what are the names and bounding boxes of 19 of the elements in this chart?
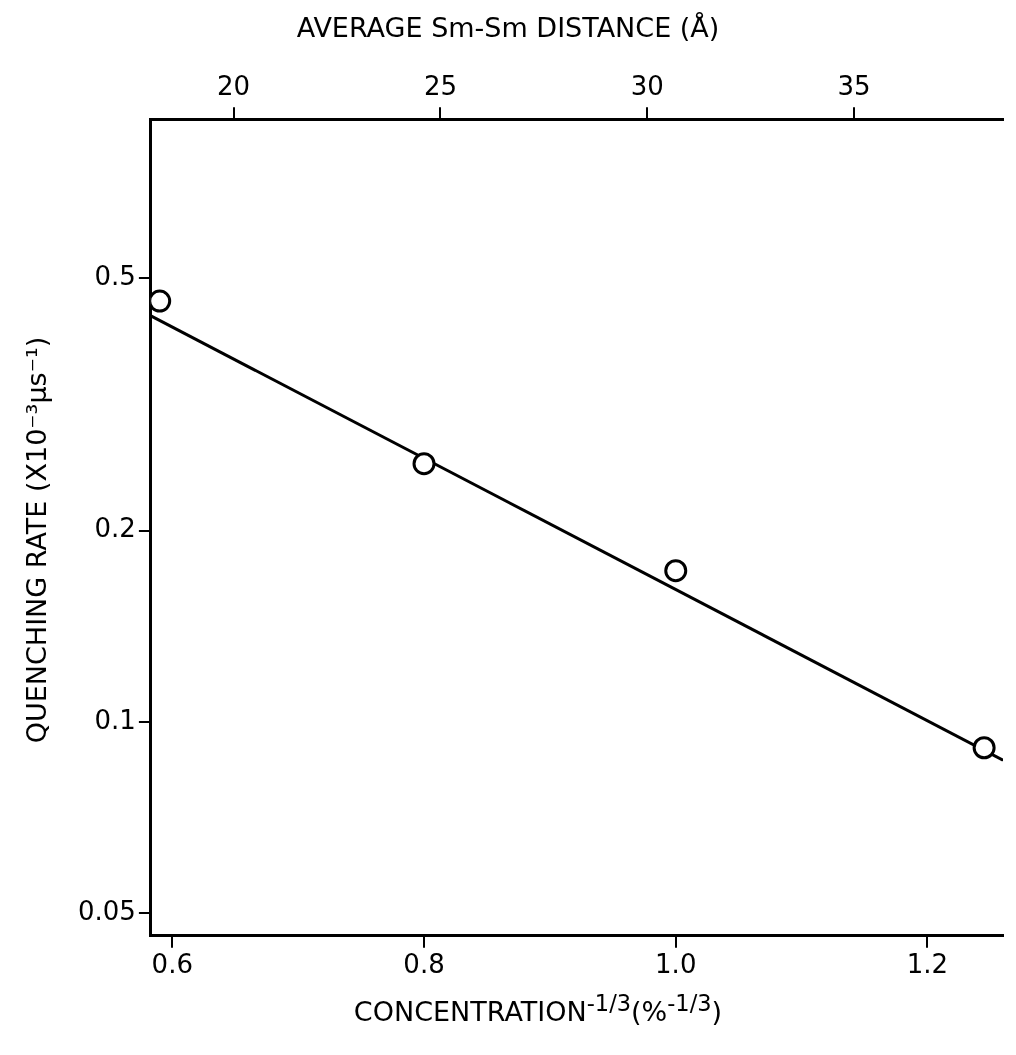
- x-tick-label: 0.6: [151, 949, 193, 980]
- point: [664, 559, 688, 583]
- point: [972, 736, 996, 760]
- x2-axis-title: AVERAGE Sm-Sm DISTANCE (Å): [295, 12, 721, 43]
- x-tick-label: 0.8: [403, 949, 445, 980]
- x2-tick-label: 30: [630, 71, 664, 102]
- x2-tick-label: 25: [423, 71, 457, 102]
- x-axis-title: CONCENTRATION$^{-1/3}$(%$^{-1/3}$): [352, 990, 724, 1027]
- point: [150, 289, 172, 313]
- x-tick-label: 1.0: [655, 949, 697, 980]
- x2-tick-label: 35: [837, 71, 871, 102]
- y-tick-label: 0.2: [94, 513, 136, 544]
- y-axis-title: QUENCHING RATE (X10⁻³μs⁻¹): [20, 336, 52, 744]
- y-tick-label: 0.05: [78, 895, 136, 926]
- x2-tick-label: 20: [217, 71, 251, 102]
- point: [412, 452, 436, 476]
- x-tick-label: 1.2: [906, 949, 949, 980]
- y-tick-label: 0.1: [94, 704, 136, 735]
- y-tick-label: 0.5: [94, 260, 136, 291]
